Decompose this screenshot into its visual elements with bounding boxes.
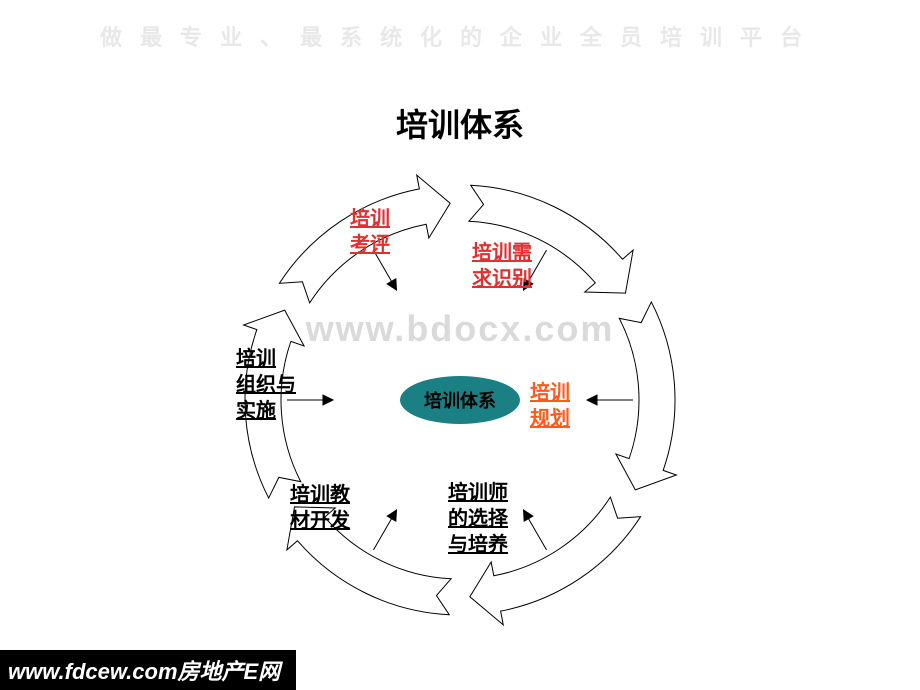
training-cycle-diagram: 培训体系 培训考评培训需求识别培训规划培训师的选择与培养 培训教材开发 培训组织与实… <box>210 160 710 640</box>
node-n5: 培训教材开发 <box>290 482 350 534</box>
center-label: 培训体系 <box>400 376 520 424</box>
inward-arrowhead-5 <box>387 279 396 290</box>
inward-arrowhead-4 <box>323 395 333 405</box>
header-tagline: 做最专业、最系统化的企业全员培训平台 <box>0 20 920 52</box>
node-n3: 培训规划 <box>530 380 570 432</box>
node-n1: 培训考评 <box>350 206 390 258</box>
node-n6: 培训组织与实施 <box>236 346 296 424</box>
footer-url: www.fdcew.com房地产E网 <box>0 650 296 690</box>
inward-arrowhead-2 <box>524 510 533 521</box>
cycle-arrow-1 <box>616 302 676 490</box>
node-n4: 培训师的选择与培养 <box>448 480 508 558</box>
inward-arrowhead-1 <box>587 395 597 405</box>
inward-arrowhead-3 <box>387 510 396 521</box>
node-n2: 培训需求识别 <box>472 240 532 292</box>
page-title: 培训体系 <box>0 100 920 146</box>
